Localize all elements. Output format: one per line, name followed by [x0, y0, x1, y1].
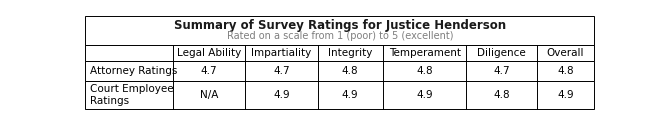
Bar [86, 45, 594, 61]
Text: Diligence: Diligence [477, 48, 526, 58]
Text: 4.8: 4.8 [558, 66, 574, 76]
Text: 4.8: 4.8 [342, 66, 359, 76]
Text: Impartiality: Impartiality [251, 48, 312, 58]
Text: 4.9: 4.9 [273, 90, 290, 100]
Text: Legal Ability: Legal Ability [177, 48, 241, 58]
Text: Summary of Survey Ratings for Justice Henderson: Summary of Survey Ratings for Justice He… [174, 19, 506, 32]
Bar [86, 61, 594, 81]
Text: Attorney Ratings: Attorney Ratings [90, 66, 177, 76]
Bar [86, 16, 594, 45]
Text: 4.9: 4.9 [342, 90, 359, 100]
Text: 4.8: 4.8 [493, 90, 510, 100]
Text: 4.9: 4.9 [558, 90, 574, 100]
Text: Overall: Overall [547, 48, 584, 58]
Bar [86, 81, 594, 109]
Text: 4.7: 4.7 [201, 66, 217, 76]
Text: N/A: N/A [200, 90, 218, 100]
Text: Integrity: Integrity [328, 48, 373, 58]
Text: 4.7: 4.7 [273, 66, 290, 76]
Text: 4.9: 4.9 [416, 90, 433, 100]
Text: Rated on a scale from 1 (poor) to 5 (excellent): Rated on a scale from 1 (poor) to 5 (exc… [227, 31, 453, 41]
Text: 4.8: 4.8 [416, 66, 433, 76]
Text: Court Employee
Ratings: Court Employee Ratings [90, 84, 173, 106]
Text: 4.7: 4.7 [493, 66, 510, 76]
Text: Temperament: Temperament [389, 48, 461, 58]
